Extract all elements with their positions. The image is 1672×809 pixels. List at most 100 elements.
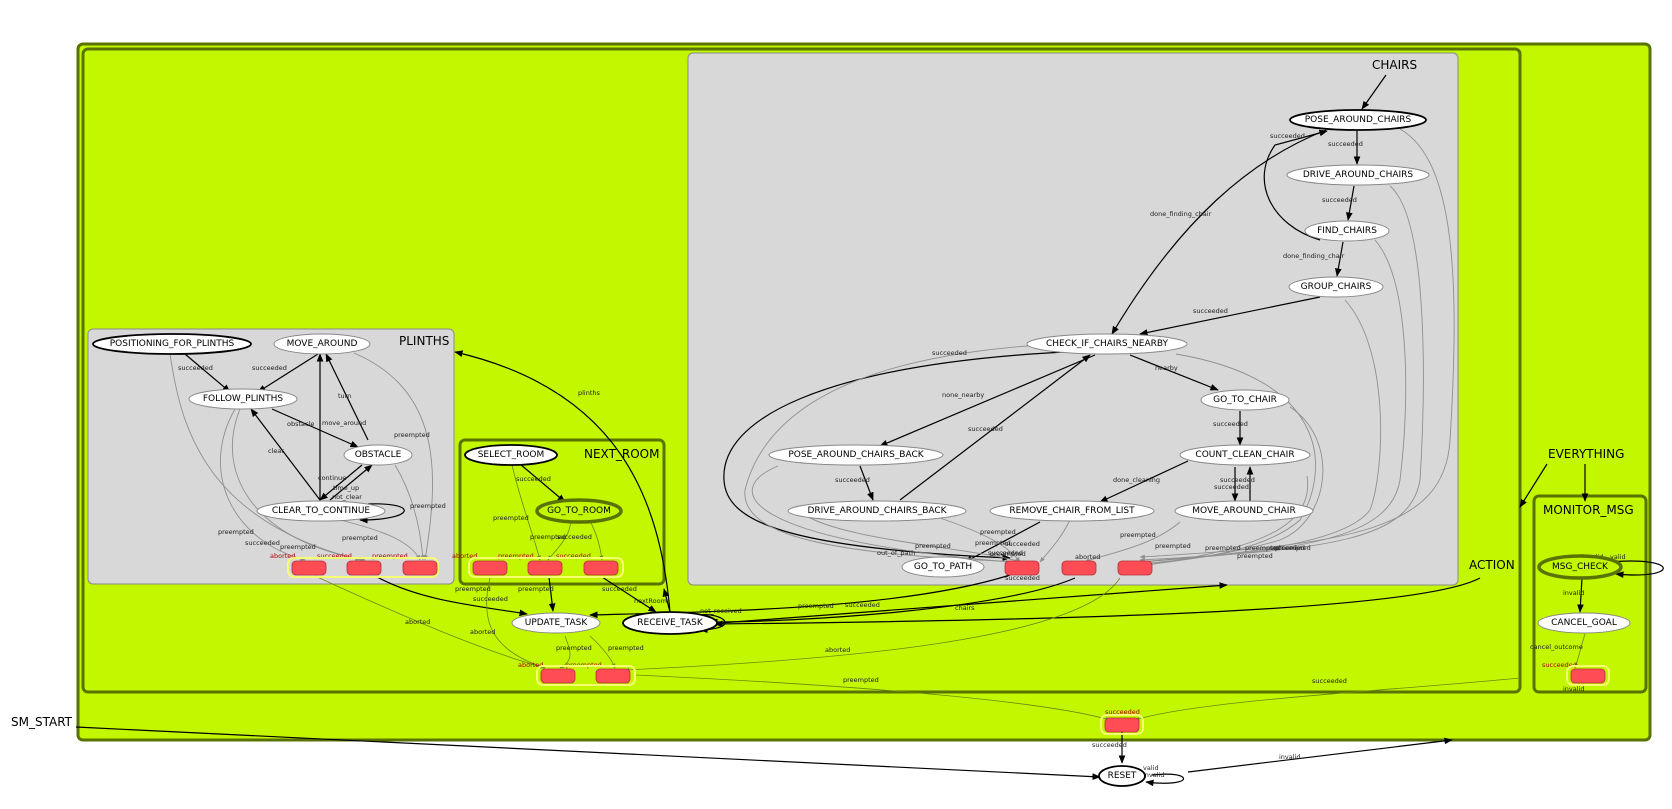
edge-label: preempted: [493, 514, 529, 522]
edge-label: preempted: [280, 543, 316, 551]
state-label: GO_TO_PATH: [914, 562, 972, 572]
state-label: POSITIONING_FOR_PLINTHS: [110, 339, 235, 349]
edge-label: succeeded: [968, 425, 1003, 433]
state-node[interactable]: [256, 500, 386, 522]
state-node[interactable]: [273, 333, 371, 355]
outcome-label: succeeded: [1105, 708, 1140, 716]
state-label: MSG_CHECK: [1552, 562, 1609, 572]
state-node[interactable]: [1200, 389, 1290, 411]
edge-label: preempted: [915, 542, 951, 550]
outcome-group: [287, 557, 439, 578]
edge-label: preempted: [608, 644, 644, 652]
edge-label: none_nearby: [942, 391, 984, 399]
state-node[interactable]: [464, 444, 558, 466]
edge-label: succeeded: [1312, 677, 1347, 685]
outcome-box: [540, 668, 576, 684]
edge-label: preempted: [530, 533, 566, 541]
state-node[interactable]: [1026, 333, 1188, 355]
state-label: DRIVE_AROUND_CHAIRS: [1303, 170, 1414, 180]
outcome-box: [1117, 560, 1153, 576]
state-label: CLEAR_TO_CONTINUE: [272, 506, 371, 516]
state-node[interactable]: [1304, 220, 1390, 242]
edge-label: succeeded: [1213, 420, 1248, 428]
edge-label: invalid: [1143, 771, 1165, 779]
outcome-box: [1104, 717, 1140, 733]
edge-label: preempted: [342, 534, 378, 542]
state-node[interactable]: [1289, 109, 1427, 131]
transitions-primary: [75, 74, 1664, 787]
edge-label: preempted: [518, 585, 554, 593]
state-node[interactable]: [768, 444, 944, 466]
edge-label: invalid: [1563, 589, 1585, 597]
state-node[interactable]: [92, 333, 252, 355]
state-node[interactable]: [343, 444, 413, 466]
edge-label: out_of_path: [877, 549, 915, 557]
edge-label: clear: [268, 447, 284, 455]
outcome-group: [536, 665, 636, 686]
outcome-label: succeeded: [1542, 661, 1577, 669]
edge-label: succeeded: [1328, 140, 1363, 148]
state-node[interactable]: [901, 556, 985, 578]
chairs-label: CHAIRS: [1372, 58, 1417, 72]
edge-label: succeeded: [1270, 132, 1305, 140]
state-node[interactable]: [989, 500, 1155, 522]
outcome-box: [402, 560, 438, 576]
edge-label: succeeded: [932, 349, 967, 357]
outcomes: [287, 557, 1610, 735]
outcome-group: [468, 557, 624, 578]
edge-label: preempted: [1205, 544, 1241, 552]
edge-label: time_up: [333, 484, 359, 492]
edge-label: not_clear: [332, 493, 362, 501]
outcome-box: [1061, 560, 1097, 576]
edge-label: preempted: [1155, 542, 1191, 550]
transitions-outcome: [169, 128, 1586, 721]
edge-label: nearby: [1155, 364, 1178, 372]
state-label: OBSTACLE: [355, 450, 402, 460]
state-node[interactable]: [622, 611, 718, 635]
state-node[interactable]: [1174, 500, 1314, 522]
edge-label: succeeded: [988, 549, 1023, 557]
state-label: MOVE_AROUND: [287, 339, 358, 349]
state-node-active[interactable]: [1537, 554, 1623, 580]
state-label: UPDATE_TASK: [525, 618, 589, 628]
state-label: RESET: [1108, 771, 1137, 781]
state-node[interactable]: [1179, 444, 1311, 466]
monitor-msg-label: MONITOR_MSG: [1543, 503, 1634, 517]
edge-label: obstacle: [287, 420, 314, 428]
outcome-label: aborted: [270, 552, 295, 560]
monitor-msg-container: [1532, 494, 1648, 694]
edge-label: succeeded: [1220, 476, 1255, 484]
state-label: CANCEL_GOAL: [1551, 618, 1617, 628]
state-node[interactable]: [1288, 276, 1384, 298]
edge-label: preempted: [1245, 544, 1281, 552]
state-node[interactable]: [188, 388, 298, 410]
state-label: DRIVE_AROUND_CHAIRS_BACK: [807, 506, 947, 516]
edge-label: succeeded: [1214, 483, 1249, 491]
state-node[interactable]: [511, 612, 601, 634]
edge-label: succeeded: [473, 595, 508, 603]
edge-label: not_received: [700, 607, 742, 615]
state-node[interactable]: [1098, 765, 1146, 787]
edge-label: preempted: [990, 550, 1026, 558]
state-label: GO_TO_CHAIR: [1213, 395, 1277, 405]
edge-label: preempted: [843, 676, 879, 684]
state-node[interactable]: [787, 500, 967, 522]
outcome-group: [1100, 714, 1144, 735]
edge-label: invalid: [1279, 753, 1301, 761]
edge-label: succeeded: [252, 364, 287, 372]
state-node[interactable]: [1286, 164, 1430, 186]
edge-label: aborted: [405, 618, 430, 626]
edge-label: succeeded: [835, 476, 870, 484]
edge-label: chairs: [955, 604, 975, 612]
outcome-box: [346, 560, 382, 576]
edge-label: succeeded: [1193, 307, 1228, 315]
outcome-box: [527, 560, 563, 576]
state-node-active[interactable]: [535, 498, 623, 524]
edge-label: succeeded: [1005, 540, 1040, 548]
outcome-label: succeeded: [317, 552, 352, 560]
state-node[interactable]: [1537, 612, 1631, 634]
edge-label: preempted: [556, 644, 592, 652]
edge-label: succeeded: [516, 475, 551, 483]
edge-label: succeeded: [1270, 544, 1305, 552]
plinths-label: PLINTHS: [399, 334, 449, 348]
